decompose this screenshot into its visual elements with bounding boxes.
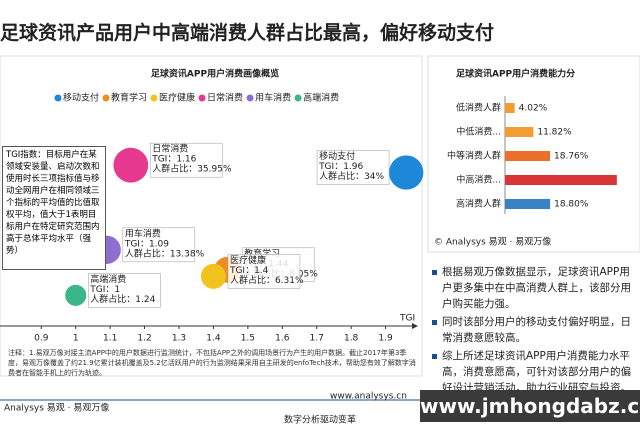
- chart-title: 足球资讯APP用户消费画像概览: [151, 68, 279, 80]
- watermark: www.jmhongdabz.com: [420, 390, 640, 422]
- x-tick-label: 1: [73, 334, 79, 344]
- y-tick-label: 低消费人群: [456, 102, 501, 114]
- y-tick-label: 中低消费...: [456, 126, 501, 138]
- bubble-label-box: [88, 273, 161, 308]
- bubble-value-label: 人群占比：1.24: [90, 293, 155, 305]
- legend-label: 高端消费: [303, 92, 339, 104]
- bar: [505, 175, 617, 185]
- bullet: 同时该部分用户的移动支付偏好明显，日常消费意愿较高。: [430, 314, 640, 346]
- footnote: 注释：1.易观万像对接主流APP中的用户数据进行监测统计，不包括APP之外的调用…: [8, 349, 416, 377]
- bubble-value-label: 人群占比：35.95%: [152, 163, 232, 175]
- legend-label: 医疗健康: [159, 92, 195, 104]
- bubble-x-label: TGI：1.16: [151, 155, 196, 165]
- legend-swatch: [294, 94, 302, 102]
- legend-label: 用车消费: [255, 92, 291, 104]
- bubble: [113, 147, 149, 183]
- y-tick-label: 中等消费人群: [447, 150, 501, 162]
- x-tick-label: 1.4: [206, 334, 221, 344]
- bubble-value-label: 人群占比：6.31%: [230, 274, 304, 286]
- legend-swatch: [246, 94, 254, 102]
- bar: [505, 127, 534, 137]
- x-tick-label: 0.9: [34, 334, 49, 344]
- value-label: 4.02%: [519, 104, 548, 114]
- value-label: 18.80%: [554, 200, 589, 210]
- bubble-label-box: [122, 227, 196, 263]
- bubble-name: 移动支付: [319, 150, 355, 162]
- bubble-x-label: TGI：1.4: [229, 266, 269, 276]
- bubble: [200, 263, 226, 289]
- bubble-name: 医疗健康: [230, 254, 266, 266]
- x-tick-label: 1.8: [344, 334, 359, 344]
- y-tick-label: 高消费人群: [456, 198, 501, 210]
- x-tick-label: 1.9: [378, 334, 393, 344]
- x-tick-label: 1.6: [275, 334, 290, 344]
- footer-center: 数字分析驱动变革: [284, 414, 356, 426]
- bubble-label-box: [316, 150, 390, 185]
- x-tick-label: 1.1: [103, 334, 117, 344]
- bubble: [389, 155, 424, 190]
- bubble-value-label: 人群占比：34%: [319, 170, 384, 182]
- x-axis-arrow: [412, 323, 418, 329]
- bubble-name: 日常消费: [152, 143, 188, 155]
- tgi-note: TGI指数：目标用户在某领域安装量、启动次数和使用时长三项指标值与移动全网用户在…: [2, 146, 106, 270]
- x-tick-label: 1.5: [241, 334, 255, 344]
- bar: [505, 103, 515, 113]
- bar: [505, 199, 551, 209]
- bubble-x-label: TGI：1: [89, 285, 120, 295]
- bubble-label-box: [227, 254, 301, 289]
- x-tick-label: 1.3: [172, 334, 186, 344]
- legend-label: 教育学习: [111, 92, 147, 104]
- bubble-label-box: [149, 142, 223, 178]
- legend-label: 日常消费: [207, 92, 243, 104]
- bubble: [65, 284, 87, 306]
- legend-swatch: [54, 94, 62, 102]
- value-label: 18.76%: [554, 152, 589, 162]
- y-tick-label: 中高消费...: [456, 174, 501, 186]
- legend-swatch: [102, 94, 110, 102]
- x-tick-label: 1.2: [137, 334, 151, 344]
- x-axis-label: TGI: [399, 314, 415, 324]
- bubble-x-label: TGI：1.96: [318, 162, 363, 172]
- bubble-x-label: TGI：1.09: [124, 239, 169, 249]
- bullet: 综上所述足球资讯APP用户消费能力水平高，消费意愿高，可针对该部分用户的偏好设计…: [430, 348, 640, 396]
- bar: [505, 151, 551, 161]
- bubble-name: 高端消费: [90, 273, 126, 285]
- footer-right: www.analysys.cn: [330, 392, 407, 402]
- x-tick-label: 1.7: [310, 334, 324, 344]
- legend-swatch: [198, 94, 206, 102]
- bubble-value-label: 人群占比：13.38%: [125, 247, 205, 259]
- bubble-name: 用车消费: [125, 227, 161, 239]
- legend-swatch: [150, 94, 158, 102]
- legend-label: 移动支付: [63, 92, 99, 104]
- bullets: 根据易观万像数据显示，足球资讯APP用户更多集中在中高消费人群上，该部分用户购买…: [430, 264, 640, 398]
- value-label: 11.82%: [537, 128, 572, 138]
- footer-left: Analysys 易观 · 易观万像: [4, 402, 109, 414]
- chart-source: © Analysys 易观 · 易观万像: [434, 236, 551, 248]
- chart-title: 足球资讯APP用户消费能力分: [456, 68, 575, 80]
- page-title: 足球资讯产品用户中高端消费人群占比最高，偏好移动支付: [0, 22, 495, 44]
- bullet: 根据易观万像数据显示，足球资讯APP用户更多集中在中高消费人群上，该部分用户购买…: [430, 264, 640, 312]
